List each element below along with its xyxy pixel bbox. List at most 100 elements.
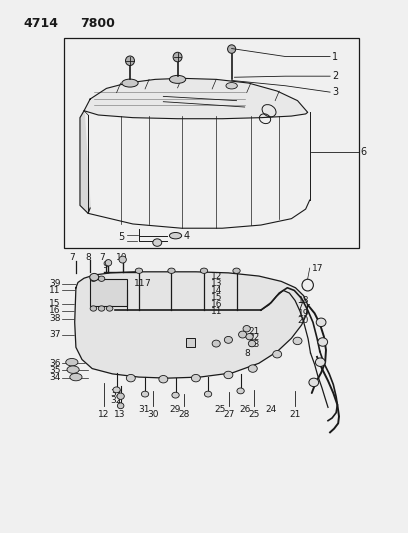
Ellipse shape (135, 268, 143, 273)
Ellipse shape (316, 318, 326, 327)
Text: 21: 21 (290, 410, 301, 419)
Ellipse shape (90, 276, 97, 281)
Ellipse shape (233, 268, 240, 273)
Ellipse shape (70, 373, 82, 381)
Text: 21: 21 (249, 327, 260, 336)
Text: 15: 15 (49, 299, 61, 308)
Ellipse shape (224, 371, 233, 378)
Text: 25: 25 (248, 410, 260, 419)
Text: 18: 18 (297, 296, 309, 305)
Ellipse shape (126, 374, 135, 382)
Text: 2: 2 (332, 71, 338, 81)
Text: 10: 10 (116, 253, 127, 262)
Ellipse shape (98, 276, 105, 281)
Text: 30: 30 (147, 410, 159, 419)
Text: 35: 35 (49, 366, 61, 375)
Ellipse shape (226, 83, 237, 89)
Text: 38: 38 (49, 314, 61, 323)
Text: 39: 39 (49, 279, 61, 288)
Text: 31: 31 (138, 405, 150, 414)
Text: 8: 8 (245, 349, 251, 358)
Text: 3: 3 (332, 87, 338, 97)
Ellipse shape (119, 256, 126, 263)
Ellipse shape (309, 378, 319, 386)
Ellipse shape (248, 341, 256, 347)
Text: 8: 8 (85, 253, 91, 262)
Text: 23: 23 (249, 340, 260, 349)
Ellipse shape (173, 52, 182, 62)
Text: 14: 14 (211, 286, 222, 295)
Ellipse shape (318, 338, 328, 346)
Ellipse shape (169, 75, 186, 83)
Text: 20: 20 (297, 316, 309, 325)
Text: 17: 17 (312, 264, 323, 272)
Ellipse shape (237, 388, 244, 394)
Ellipse shape (293, 337, 302, 345)
Ellipse shape (246, 334, 253, 340)
Ellipse shape (228, 45, 236, 53)
Ellipse shape (239, 331, 247, 338)
Ellipse shape (153, 239, 162, 246)
Text: 4: 4 (184, 231, 190, 241)
Ellipse shape (98, 306, 105, 311)
Text: 4714: 4714 (23, 17, 58, 30)
Text: 37: 37 (49, 330, 61, 339)
Text: 32: 32 (110, 396, 122, 405)
Ellipse shape (90, 306, 97, 311)
Ellipse shape (243, 326, 251, 332)
Ellipse shape (200, 268, 208, 273)
Ellipse shape (118, 403, 124, 409)
Ellipse shape (315, 358, 325, 367)
Polygon shape (75, 272, 308, 378)
Bar (186, 338, 195, 348)
Text: 29: 29 (170, 405, 181, 414)
Ellipse shape (273, 351, 282, 358)
Text: 9: 9 (103, 261, 109, 270)
Text: 11: 11 (49, 286, 61, 295)
Bar (64, 38, 359, 248)
Ellipse shape (248, 365, 257, 372)
Text: 25: 25 (215, 405, 226, 414)
Text: 16: 16 (49, 306, 61, 315)
Text: 36: 36 (49, 359, 61, 368)
Ellipse shape (67, 366, 79, 373)
Text: 5: 5 (119, 232, 125, 243)
Text: 28: 28 (179, 410, 190, 419)
Ellipse shape (169, 232, 182, 239)
Ellipse shape (212, 340, 220, 347)
Bar (90, 279, 127, 306)
Ellipse shape (66, 359, 78, 366)
Text: 15: 15 (211, 293, 222, 302)
Text: 12: 12 (211, 272, 222, 281)
Text: 22: 22 (249, 333, 260, 342)
Ellipse shape (224, 336, 233, 343)
Text: 1: 1 (332, 52, 338, 61)
Ellipse shape (204, 391, 212, 397)
Text: 19: 19 (297, 309, 309, 318)
Text: 24: 24 (266, 405, 277, 414)
Ellipse shape (159, 375, 168, 383)
Ellipse shape (113, 387, 120, 393)
Ellipse shape (105, 260, 112, 266)
Ellipse shape (126, 56, 135, 66)
Ellipse shape (142, 391, 149, 397)
Text: 27: 27 (224, 410, 235, 419)
Ellipse shape (172, 392, 179, 398)
Text: 34: 34 (49, 373, 61, 382)
Ellipse shape (168, 268, 175, 273)
Text: 11: 11 (211, 306, 222, 316)
Text: 7: 7 (100, 253, 105, 262)
Ellipse shape (90, 273, 99, 281)
Ellipse shape (117, 393, 124, 399)
Text: 11: 11 (134, 279, 145, 288)
Text: 7: 7 (144, 279, 150, 288)
Text: 7: 7 (69, 253, 75, 262)
Text: 16: 16 (211, 300, 222, 309)
Ellipse shape (122, 79, 138, 87)
Text: 13: 13 (114, 410, 125, 419)
Ellipse shape (106, 306, 113, 311)
Text: 13: 13 (211, 279, 222, 288)
Text: 6: 6 (361, 147, 367, 157)
Text: 7: 7 (297, 302, 303, 311)
Text: 26: 26 (239, 405, 251, 414)
